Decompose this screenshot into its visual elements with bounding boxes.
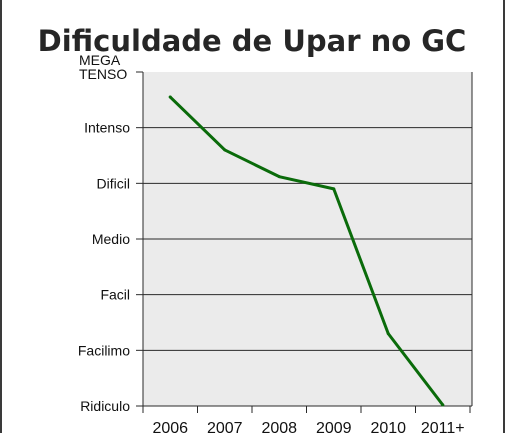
y-tick-label: Facil bbox=[100, 287, 130, 303]
data-point bbox=[223, 148, 227, 152]
x-tick-label: 2009 bbox=[316, 420, 352, 433]
data-point bbox=[332, 187, 336, 191]
x-tick-label: 2008 bbox=[261, 420, 297, 433]
y-tick-label: TENSO bbox=[79, 66, 127, 82]
series-line bbox=[168, 95, 445, 407]
right-margin bbox=[505, 0, 529, 433]
y-tick-label: MEGA bbox=[79, 52, 121, 68]
right-border bbox=[503, 0, 505, 433]
y-tick-label: Dificil bbox=[97, 175, 130, 191]
y-tick-label: Ridiculo bbox=[80, 398, 130, 414]
x-tick-label: 2006 bbox=[152, 420, 188, 433]
y-tick-label: Intenso bbox=[84, 120, 130, 136]
y-tick-label: Medio bbox=[92, 231, 130, 247]
x-tick-label: 2010 bbox=[370, 420, 406, 433]
left-border bbox=[0, 0, 2, 433]
data-point bbox=[441, 403, 445, 407]
data-point bbox=[386, 332, 390, 336]
x-tick-label: 2011+ bbox=[421, 420, 465, 433]
data-point bbox=[168, 95, 172, 99]
data-point bbox=[277, 175, 281, 179]
gridlines bbox=[143, 127, 472, 351]
x-axis-ticks: 2006 2007 2008 2009 2010 2011+ bbox=[142, 406, 471, 433]
x-tick-label: 2007 bbox=[207, 420, 243, 433]
y-tick-label: Facilimo bbox=[78, 342, 130, 358]
chart-title: Dificuldade de Upar no GC bbox=[38, 24, 467, 58]
series-layer bbox=[168, 95, 445, 407]
